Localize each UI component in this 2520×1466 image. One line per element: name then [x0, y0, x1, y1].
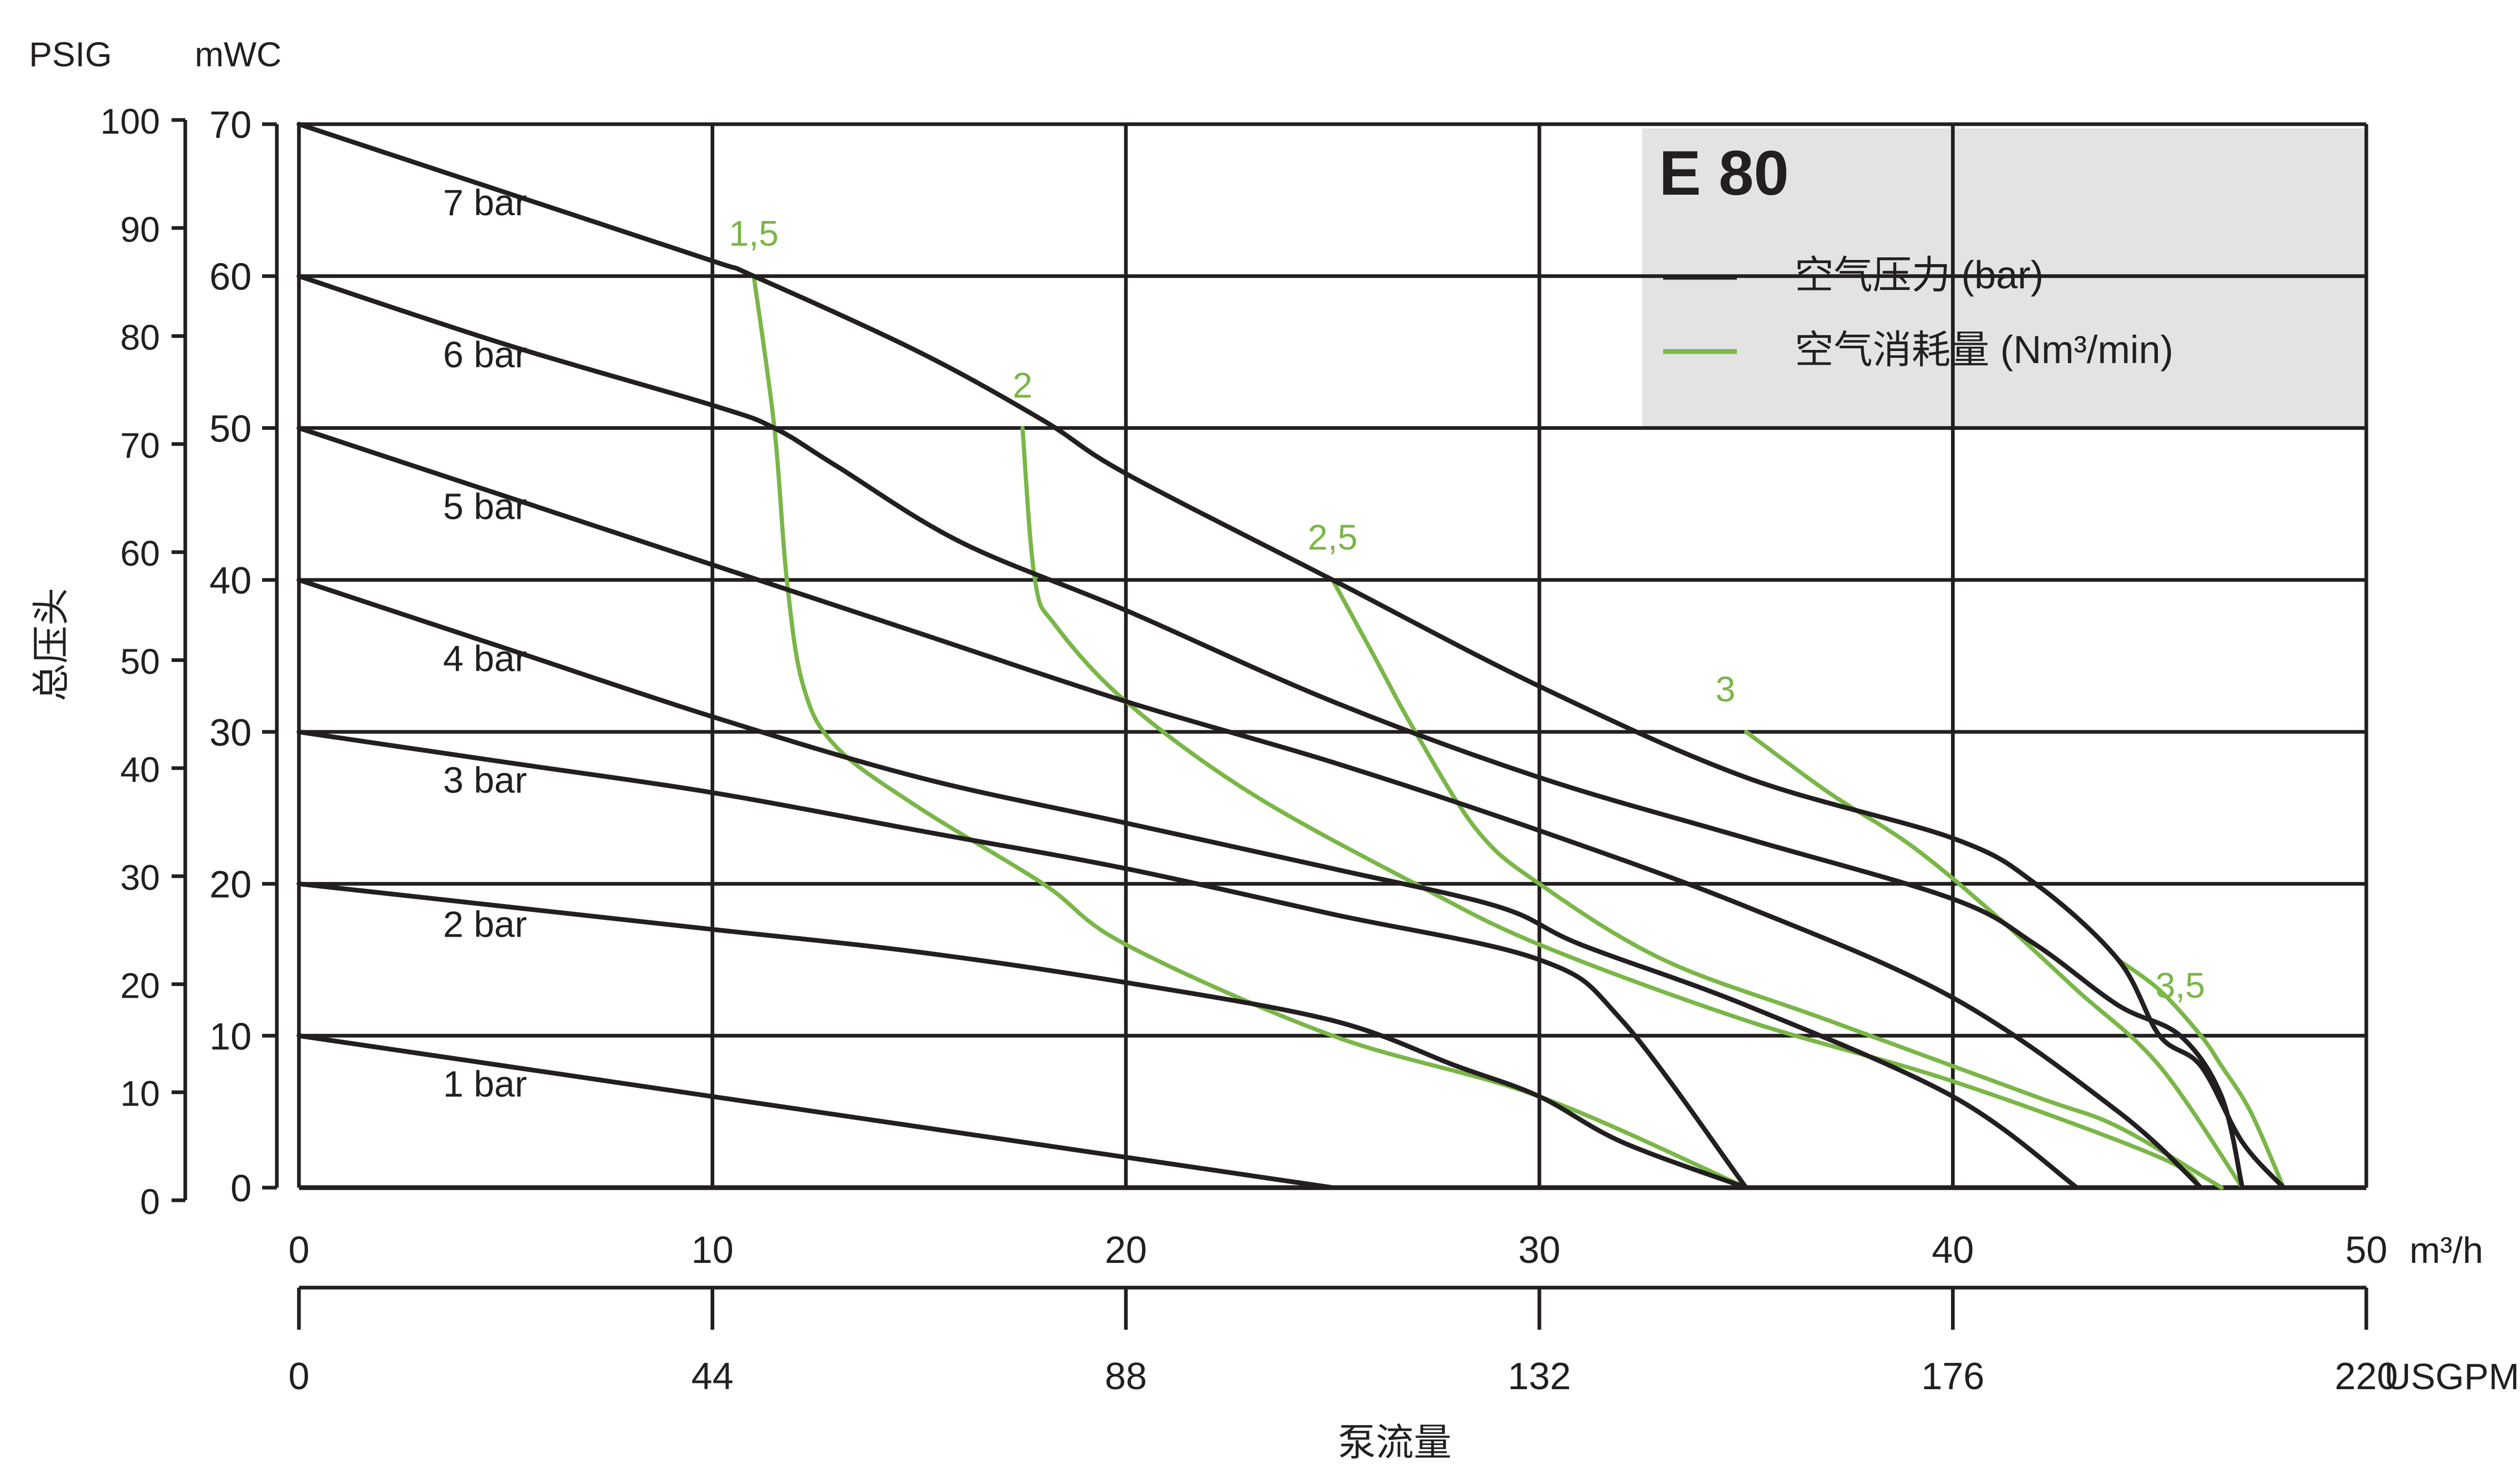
labels: 7 bar 6 bar 5 bar 4 bar 3 bar 2 bar 1 bar 1,5 2 2… [443, 182, 2205, 1104]
y-tick-label-mwc: 0 [231, 1168, 252, 1210]
y-tick-label-psig: 0 [140, 1182, 160, 1222]
air-consumption-label: 2 [1013, 366, 1033, 406]
y-tick-label-psig: 60 [120, 534, 160, 574]
pressure-curve [296, 274, 2245, 1190]
y-tick-label-mwc: 10 [209, 1016, 252, 1058]
y-tick-label-mwc: 50 [209, 408, 252, 450]
x-unit-primary: m³/h [2409, 1230, 2483, 1271]
series [296, 122, 2286, 1190]
y-tick-label-psig: 90 [120, 209, 160, 249]
pressure-curve [296, 881, 1749, 1190]
y-tick-label-psig: 80 [120, 318, 160, 358]
x-tick-label-primary: 30 [1518, 1229, 1561, 1271]
x-tick-label-primary: 40 [1932, 1229, 1974, 1271]
air-consumption-curve [1020, 426, 2203, 1190]
air-consumption-curve [1331, 578, 2224, 1190]
y-tick-label-psig: 40 [120, 750, 160, 790]
pressure-curve [296, 577, 2079, 1190]
y-axis-title: 总压头 [31, 588, 73, 701]
y-tick-label-mwc: 70 [209, 104, 252, 146]
y-tick-label-psig: 10 [120, 1074, 160, 1114]
air-consumption-label: 2,5 [1308, 517, 1358, 557]
legend-panel [1642, 128, 2366, 429]
chart-title: E 80 [1659, 138, 1789, 208]
pressure-label: 7 bar [443, 182, 527, 223]
legend-air-consumption-label: 空气消耗量 (Nm³/min) [1795, 328, 2173, 371]
pressure-curve [296, 122, 2286, 1190]
y-tick-label-psig: 100 [101, 102, 160, 142]
x-tick-label-secondary: 44 [692, 1355, 734, 1398]
x-tick-label-primary: 0 [288, 1229, 309, 1271]
y-unit-mwc: mWC [195, 35, 282, 74]
x-tick-label-primary: 50 [2345, 1229, 2387, 1271]
y-tick-label-psig: 20 [120, 966, 160, 1006]
pressure-label: 6 bar [443, 334, 527, 375]
air-consumption-label: 3,5 [2155, 966, 2205, 1006]
pressure-label: 4 bar [443, 638, 527, 679]
x-tick-label-secondary: 176 [1921, 1355, 1984, 1398]
pressure-label: 1 bar [443, 1063, 527, 1104]
y-tick-label-psig: 70 [120, 426, 160, 466]
x-axis-title: 泵流量 [1338, 1422, 1452, 1464]
y-tick-label-psig: 30 [120, 858, 160, 898]
pressure-curve [296, 425, 2204, 1190]
x-tick-label-primary: 20 [1105, 1229, 1147, 1271]
air-consumption-label: 3 [1715, 669, 1735, 709]
pressure-curve [296, 1033, 1335, 1190]
x-tick-label-primary: 10 [692, 1229, 734, 1271]
y-unit-psig: PSIG [29, 35, 112, 74]
legend-pressure-label: 空气压力 (bar) [1795, 253, 2044, 297]
pressure-label: 3 bar [443, 759, 527, 800]
x-tick-label-secondary: 88 [1105, 1355, 1147, 1398]
y-tick-label-psig: 50 [120, 642, 160, 682]
y-tick-label-mwc: 30 [209, 712, 252, 754]
y-tick-label-mwc: 20 [209, 864, 252, 906]
y-tick-label-mwc: 40 [209, 560, 252, 602]
air-consumption-label: 1,5 [729, 214, 779, 254]
pressure-curve [296, 729, 1749, 1190]
y-tick-label-mwc: 60 [209, 256, 252, 298]
x-tick-label-secondary: 0 [288, 1355, 309, 1398]
x-unit-secondary: USGPM [2384, 1356, 2519, 1397]
air-consumption-curve [2116, 957, 2286, 1190]
pressure-label: 2 bar [443, 904, 527, 945]
x-tick-label-secondary: 132 [1508, 1355, 1571, 1398]
pressure-label: 5 bar [443, 486, 527, 527]
x-tick-label-secondary: 220 [2335, 1355, 2398, 1398]
